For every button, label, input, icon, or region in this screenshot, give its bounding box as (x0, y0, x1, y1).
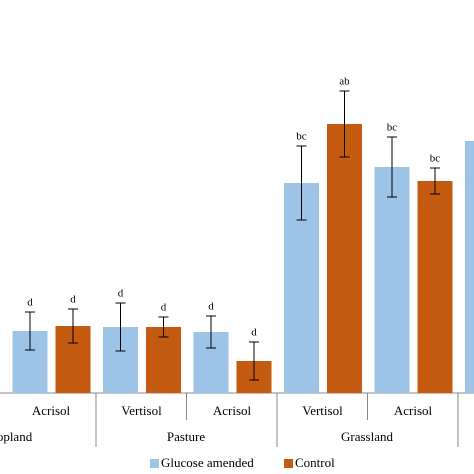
legend-label: Glucose amended (161, 455, 254, 470)
legend-swatch (284, 459, 293, 468)
group-label: Cropland (0, 429, 33, 444)
significance-letter: bc (430, 153, 441, 165)
bar (327, 124, 362, 393)
legend-label: Control (295, 455, 335, 470)
x-tick-label: Acrisol (32, 403, 71, 418)
significance-letter: d (208, 301, 214, 313)
significance-letter: d (161, 302, 167, 314)
x-tick-label: Acrisol (213, 403, 252, 418)
bar (374, 167, 410, 393)
significance-letter: d (118, 288, 124, 300)
significance-letter: bc (296, 131, 307, 143)
group-label: Pasture (167, 429, 206, 444)
x-tick-label: Vertisol (302, 403, 343, 418)
group-label: Grassland (341, 429, 393, 444)
significance-letter: bc (387, 122, 398, 134)
significance-letter: ab (339, 76, 350, 88)
bar (146, 327, 181, 393)
bar (465, 141, 474, 393)
significance-letter: d (70, 294, 76, 306)
legend-swatch (150, 459, 159, 468)
bar (417, 181, 453, 393)
significance-letter: d (27, 297, 33, 309)
x-tick-label: Vertisol (121, 403, 162, 418)
significance-letter: d (251, 327, 257, 339)
x-tick-label: Acrisol (394, 403, 433, 418)
